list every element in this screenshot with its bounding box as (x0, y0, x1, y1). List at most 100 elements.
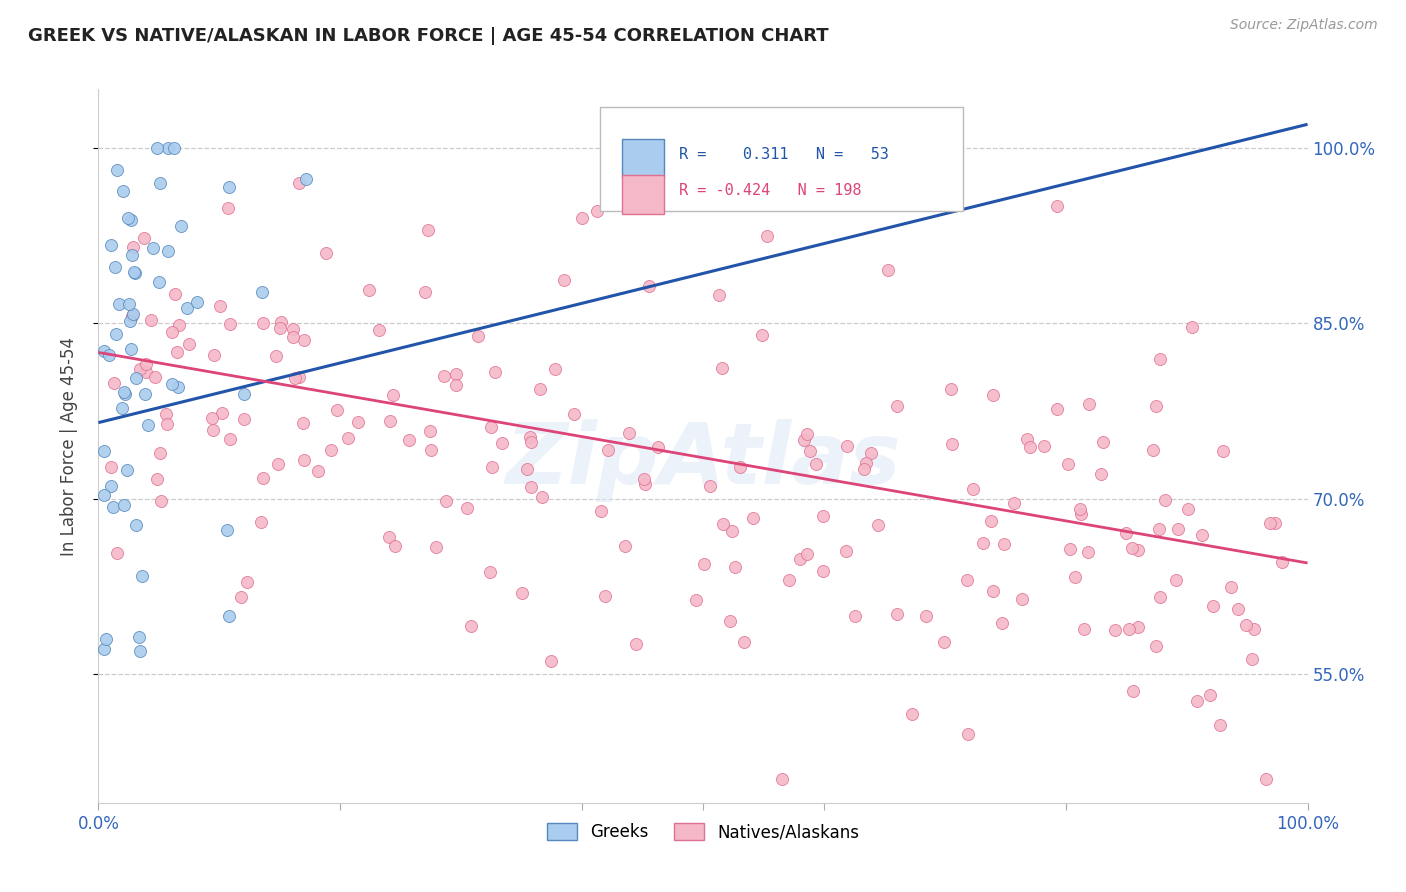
Point (1056, 457, 1078, 471)
Point (138, 417, 160, 432)
Point (1121, 541, 1143, 555)
Point (1154, 492, 1177, 507)
Point (434, 493, 457, 508)
Point (291, 416, 314, 430)
Point (484, 365, 506, 379)
Point (1241, 652, 1264, 666)
Point (432, 369, 454, 384)
Point (1078, 397, 1101, 411)
Point (146, 472, 169, 486)
Point (1209, 717, 1232, 731)
Point (1264, 516, 1286, 530)
Point (1146, 399, 1168, 413)
Point (993, 536, 1015, 550)
Point (634, 477, 657, 491)
Point (1126, 619, 1149, 633)
Point (721, 524, 744, 539)
Point (1271, 555, 1294, 569)
Point (804, 457, 827, 471)
Point (129, 362, 152, 376)
Point (1033, 439, 1056, 453)
Point (145, 141, 167, 155)
Point (156, 417, 179, 432)
Point (755, 229, 778, 244)
Point (112, 184, 135, 198)
Point (141, 312, 163, 326)
Point (1199, 688, 1222, 702)
Point (707, 288, 730, 302)
Point (1149, 352, 1171, 367)
Point (596, 442, 619, 457)
Point (307, 463, 329, 477)
Point (1019, 440, 1042, 454)
Point (941, 437, 963, 451)
Y-axis label: In Labor Force | Age 45-54: In Labor Force | Age 45-54 (59, 336, 77, 556)
Point (778, 573, 800, 587)
Point (877, 263, 900, 277)
Point (125, 371, 148, 385)
Point (249, 515, 271, 529)
Point (117, 211, 139, 225)
Point (124, 266, 146, 280)
Text: R = -0.424   N = 198: R = -0.424 N = 198 (679, 183, 862, 198)
Point (384, 539, 406, 553)
Point (586, 203, 609, 218)
Point (121, 240, 143, 254)
Point (118, 297, 141, 311)
Point (163, 141, 186, 155)
Point (425, 540, 447, 554)
Point (990, 616, 1012, 631)
Point (105, 327, 128, 342)
Point (108, 297, 131, 311)
Point (201, 411, 224, 425)
Point (1090, 467, 1112, 481)
Point (398, 434, 420, 448)
Point (96, 632, 118, 646)
Point (186, 294, 208, 309)
Point (170, 219, 193, 234)
Point (233, 386, 256, 401)
Legend: Greeks, Natives/Alaskans: Greeks, Natives/Alaskans (540, 816, 866, 848)
Point (120, 213, 142, 227)
Point (1181, 320, 1204, 334)
Point (93, 444, 115, 458)
Point (1015, 432, 1038, 446)
Point (793, 434, 815, 448)
Point (811, 508, 834, 523)
Point (252, 316, 274, 330)
Point (530, 490, 553, 504)
Point (1234, 617, 1257, 632)
Point (155, 407, 177, 421)
Point (914, 608, 936, 623)
Point (270, 315, 292, 329)
Point (529, 382, 551, 396)
Point (1219, 580, 1241, 594)
Point (693, 558, 716, 572)
Point (288, 176, 311, 190)
Point (121, 248, 143, 262)
Point (160, 325, 183, 339)
Point (98, 348, 121, 362)
Point (855, 456, 877, 470)
Point (1166, 573, 1188, 587)
Point (741, 511, 763, 525)
Point (287, 370, 309, 384)
Point (614, 539, 637, 553)
Point (626, 637, 648, 651)
Point (149, 177, 172, 191)
Point (233, 411, 256, 425)
Point (211, 406, 233, 420)
Point (202, 348, 225, 362)
Point (972, 536, 994, 550)
Point (357, 283, 380, 297)
Text: GREEK VS NATIVE/ALASKAN IN LABOR FORCE | AGE 45-54 CORRELATION CHART: GREEK VS NATIVE/ALASKAN IN LABOR FORCE |… (28, 27, 828, 45)
Point (420, 442, 443, 457)
Point (479, 565, 502, 579)
Point (217, 201, 239, 215)
Point (571, 211, 593, 226)
Point (1147, 523, 1170, 537)
FancyBboxPatch shape (600, 107, 963, 211)
Text: Source: ZipAtlas.com: Source: ZipAtlas.com (1230, 18, 1378, 32)
Point (1191, 527, 1213, 541)
Point (121, 308, 143, 322)
